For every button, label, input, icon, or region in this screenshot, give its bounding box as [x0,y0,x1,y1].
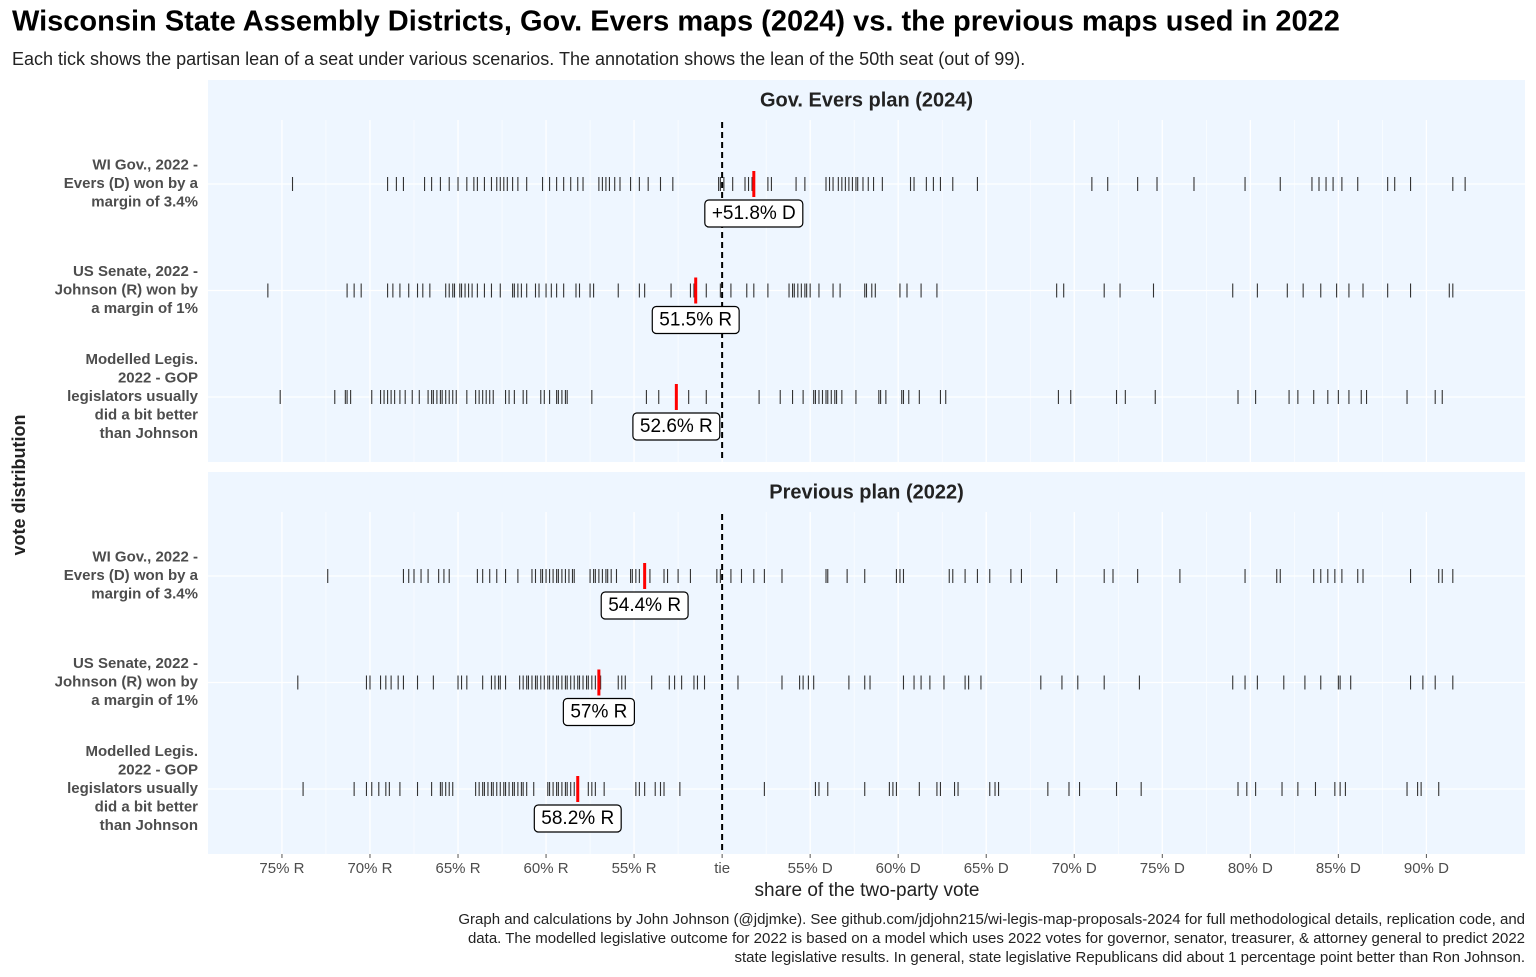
row-label: legislators usually [67,780,199,797]
x-tick-label: tie [714,860,730,877]
panel-background [208,80,1525,462]
median-label-box [600,591,689,620]
row-label: Modelled Legis. [85,351,198,368]
y-axis-label: vote distribution [9,415,29,556]
row-label: Modelled Legis. [85,743,198,760]
row-label: WI Gov., 2022 - [92,156,198,173]
median-label: 54.4% R [608,595,681,616]
median-label-box [562,697,635,727]
median-label: 52.6% R [640,416,713,437]
x-tick-label: 70% R [347,860,392,877]
x-axis-label: share of the two-party vote [755,880,980,901]
panel-title: Gov. Evers plan (2024) [760,89,973,111]
median-label-box [651,305,740,335]
x-tick-label: 60% D [876,860,921,877]
median-label: +51.8% D [712,203,796,224]
row-label: a margin of 1% [91,300,198,317]
row-label: US Senate, 2022 - [73,263,198,280]
caption: state legislative results. In general, s… [735,949,1526,966]
row-label: 2022 - GOP [118,369,198,386]
x-tick-label: 80% D [1228,860,1273,877]
median-label-box [632,412,721,441]
row-label: WI Gov., 2022 - [92,548,198,565]
chart-title: Wisconsin State Assembly Districts, Gov.… [12,6,1340,38]
row-label: 2022 - GOP [118,761,198,778]
median-label-box [533,804,622,833]
row-label: Evers (D) won by a [64,567,199,584]
row-label: than Johnson [100,425,198,442]
caption: Graph and calculations by John Johnson (… [458,911,1525,928]
caption: data. The modelled legislative outcome f… [468,930,1525,947]
median-label: 58.2% R [541,808,614,829]
row-label: did a bit better [95,798,199,815]
x-tick-label: 90% D [1404,860,1449,877]
row-label: Johnson (R) won by [55,281,199,298]
row-label: margin of 3.4% [91,585,198,602]
chart-subtitle: Each tick shows the partisan lean of a s… [12,49,1025,69]
row-label: a margin of 1% [91,692,198,709]
median-label: 51.5% R [659,310,732,331]
x-tick-label: 65% D [964,860,1009,877]
median-label: 57% R [570,702,627,723]
x-tick-label: 85% D [1316,860,1361,877]
x-tick-label: 55% R [612,860,657,877]
panel-title: Previous plan (2022) [769,481,964,503]
panel-background [208,472,1525,854]
row-label: did a bit better [95,406,199,423]
row-label: Johnson (R) won by [55,673,199,690]
row-label: US Senate, 2022 - [73,655,198,672]
median-label-box [704,199,804,228]
row-label: legislators usually [67,388,199,405]
x-tick-label: 55% D [788,860,833,877]
x-tick-label: 60% R [524,860,569,877]
x-tick-label: 65% R [436,860,481,877]
x-tick-label: 75% R [259,860,304,877]
x-tick-label: 75% D [1140,860,1185,877]
x-tick-label: 70% D [1052,860,1097,877]
row-label: margin of 3.4% [91,193,198,210]
row-label: than Johnson [100,817,198,834]
row-label: Evers (D) won by a [64,175,199,192]
